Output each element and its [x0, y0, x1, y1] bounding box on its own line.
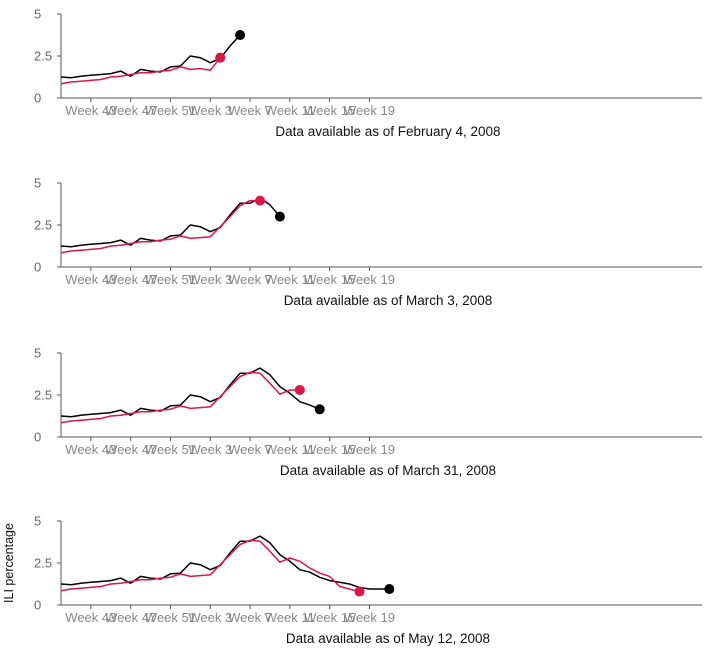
x-tick-label: Week 19	[344, 272, 395, 287]
x-tick-label: Week 7	[228, 272, 272, 287]
panel-caption: Data available as of May 12, 2008	[286, 631, 490, 646]
y-tick-label: 0	[34, 260, 41, 275]
x-tick-label: Week 47	[105, 103, 156, 118]
x-tick-label: Week 3	[188, 272, 232, 287]
y-tick-label: 5	[34, 176, 41, 191]
x-tick-label: Week 11	[265, 272, 315, 287]
x-tick-label: Week 15	[304, 103, 355, 118]
y-tick-label: 5	[34, 7, 41, 22]
series-endpoint-black	[314, 404, 325, 415]
series-line-red	[60, 199, 260, 254]
x-tick-label: Week 47	[105, 442, 156, 457]
series-line-black	[60, 34, 241, 79]
x-tick-label: Week 43	[65, 272, 116, 287]
series-endpoint-red	[294, 384, 305, 395]
x-tick-label: Week 7	[228, 610, 272, 625]
series-line-black	[60, 535, 390, 590]
series-line-red	[60, 57, 221, 85]
y-tick-label: 2.5	[34, 388, 52, 403]
series-line-red	[60, 539, 360, 593]
x-tick-label: Week 15	[304, 610, 355, 625]
x-tick-label: Week 11	[265, 610, 315, 625]
y-tick-label: 0	[34, 91, 41, 106]
x-tick-label: Week 15	[304, 442, 355, 457]
series-line-black	[60, 367, 320, 418]
x-tick-label: Week 11	[265, 103, 315, 118]
series-endpoint-red	[354, 586, 365, 597]
x-tick-label: Week 15	[304, 272, 355, 287]
x-tick-label: Week 43	[65, 103, 116, 118]
x-tick-label: Week 7	[228, 442, 272, 457]
x-tick-label: Week 19	[344, 103, 395, 118]
panel-caption: Data available as of February 4, 2008	[275, 124, 500, 139]
panel-caption: Data available as of March 31, 2008	[280, 463, 496, 478]
y-tick-label: 0	[34, 430, 41, 445]
series-endpoint-black	[274, 211, 285, 222]
series-line-red	[60, 371, 300, 424]
x-tick-label: Week 7	[228, 103, 272, 118]
y-tick-label: 0	[34, 598, 41, 613]
y-tick-label: 5	[34, 514, 41, 529]
x-tick-label: Week 51	[145, 442, 196, 457]
y-tick-label: 2.5	[34, 556, 52, 571]
x-tick-label: Week 19	[344, 442, 395, 457]
x-tick-label: Week 19	[344, 610, 395, 625]
x-tick-label: Week 3	[188, 103, 232, 118]
x-tick-label: Week 47	[105, 272, 156, 287]
x-tick-label: Week 51	[145, 103, 196, 118]
x-tick-label: Week 43	[65, 442, 116, 457]
series-endpoint-black	[235, 30, 246, 40]
series-endpoint-red	[215, 52, 226, 63]
x-tick-label: Week 43	[65, 610, 116, 625]
x-tick-label: Week 11	[265, 442, 315, 457]
x-tick-label: Week 51	[145, 610, 196, 625]
series-endpoint-red	[255, 195, 265, 206]
x-tick-label: Week 51	[145, 272, 196, 287]
series-endpoint-black	[384, 584, 395, 595]
y-tick-label: 2.5	[34, 49, 52, 64]
panel-caption: Data available as of March 3, 2008	[284, 293, 493, 308]
y-tick-label: 5	[34, 346, 41, 361]
x-tick-label: Week 3	[188, 442, 232, 457]
x-tick-label: Week 3	[188, 610, 232, 625]
y-tick-label: 2.5	[34, 218, 52, 233]
y-axis-label: ILI percentage	[2, 523, 16, 603]
x-tick-label: Week 47	[105, 610, 156, 625]
